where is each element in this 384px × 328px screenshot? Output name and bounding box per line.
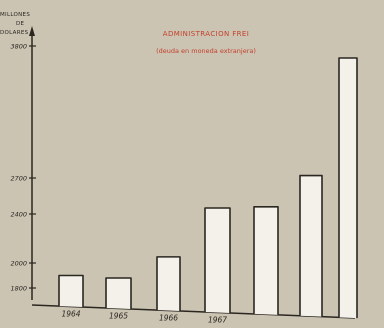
chart-subtitle: (deuda en moneda extranjera)	[156, 47, 256, 55]
y-tick-label: 1800	[10, 285, 27, 293]
x-category-label-1964: 1964	[61, 310, 80, 319]
bars	[58, 57, 358, 319]
x-category-label-1967: 1967	[208, 315, 227, 324]
bar-1966	[156, 256, 181, 311]
y-tick-label: 2400	[10, 211, 27, 219]
y-tick-label: 3800	[10, 43, 27, 51]
x-category-labels: 1964 1965 1966 1967	[61, 310, 227, 325]
bar-1970	[338, 57, 358, 319]
y-tick-label: 2700	[10, 175, 27, 183]
unit-label-line-1: MILLONES	[0, 12, 30, 18]
unit-label-line-2: DE	[16, 21, 25, 27]
bar-1969	[299, 174, 323, 317]
y-tick-label: 2000	[10, 260, 27, 268]
bar-1967	[204, 207, 231, 313]
bar-1965	[105, 277, 132, 309]
y-axis-arrowhead	[29, 26, 35, 36]
x-axis-line	[31, 304, 356, 319]
unit-label-line-3: DOLARES	[0, 30, 29, 36]
x-category-label-1966: 1966	[159, 313, 178, 322]
bar-1968	[253, 206, 279, 315]
y-ticks: 1800 2000 2400 2700 3800	[10, 43, 36, 293]
chart-title: ADMINISTRACION FREI	[163, 30, 249, 38]
bar-1964	[58, 274, 84, 308]
x-category-label-1965: 1965	[109, 311, 128, 320]
